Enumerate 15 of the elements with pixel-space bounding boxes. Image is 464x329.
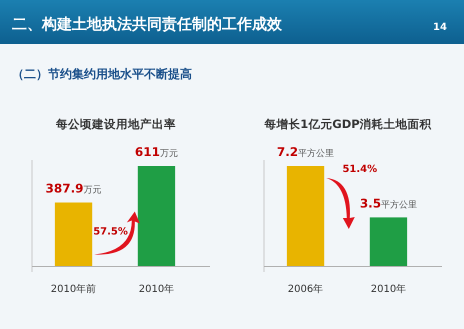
x-tick-label: 2010年 bbox=[138, 283, 174, 295]
data-label: 7.2平方公里 bbox=[276, 145, 334, 159]
x-tick-label: 2010年 bbox=[370, 283, 406, 295]
x-tick-label: 2006年 bbox=[288, 283, 324, 295]
x-tick-label: 2010年前 bbox=[50, 283, 96, 295]
data-label: 3.5平方公里 bbox=[360, 196, 418, 210]
text: （二）节约集约用地水平不断提高 bbox=[12, 67, 192, 81]
annotation: 57.5% bbox=[93, 226, 128, 238]
data-label: 611万元 bbox=[134, 145, 178, 159]
text: 二、构建土地执法共同责任制的工作成效 bbox=[12, 15, 283, 33]
data-label: 387.9万元 bbox=[46, 182, 102, 196]
text: 14 bbox=[433, 22, 447, 33]
chart-title: 每公顷建设用地产出率 bbox=[55, 117, 176, 131]
annotation: 51.4% bbox=[342, 164, 378, 175]
chart-title: 每增长1亿元GDP消耗土地面积 bbox=[263, 117, 433, 131]
